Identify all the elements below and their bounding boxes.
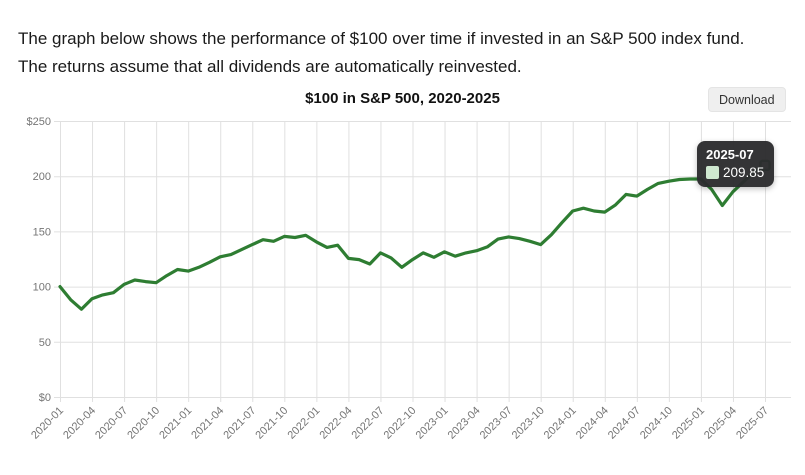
y-tick-label: 100 [33, 282, 51, 294]
x-tick-label: 2022-01 [285, 405, 322, 442]
x-tick-label: 2023-01 [414, 405, 451, 442]
x-tick-label: 2024-04 [574, 405, 611, 442]
x-tick-label: 2025-07 [734, 405, 771, 442]
x-tick-label: 2024-01 [542, 405, 579, 442]
y-tick-label: 200 [33, 171, 51, 183]
x-tick-label: 2023-07 [478, 405, 515, 442]
chart-tooltip: 2025-07 209.85 [697, 141, 775, 187]
x-tick-label: 2025-04 [702, 405, 739, 442]
x-tick-label: 2024-10 [638, 405, 675, 442]
x-tick-label: 2021-04 [189, 405, 226, 442]
gridlines [54, 121, 791, 402]
x-tick-label: 2022-10 [382, 405, 419, 442]
x-tick-label: 2020-04 [61, 405, 98, 442]
x-tick-label: 2023-10 [510, 405, 547, 442]
x-tick-label: 2025-01 [670, 405, 707, 442]
x-tick-label: 2020-07 [93, 405, 130, 442]
series-swatch-icon [706, 166, 719, 179]
y-tick-label: 50 [39, 337, 51, 349]
tooltip-value: 209.85 [723, 165, 765, 180]
x-axis-labels: 2020-012020-042020-072020-102021-012021-… [29, 405, 771, 442]
y-tick-label: $0 [39, 392, 51, 404]
chart-canvas[interactable]: $050100150200$2502020-012020-042020-0720… [0, 115, 805, 475]
y-tick-label: $250 [27, 116, 51, 128]
download-button[interactable]: Download [708, 87, 786, 112]
tooltip-value-row: 209.85 [706, 165, 764, 180]
y-axis-labels: $0 50 100 150 200 $250 [27, 116, 51, 404]
chart-title: $100 in S&P 500, 2020-2025 [305, 90, 500, 107]
tooltip-period-label: 2025-07 [706, 147, 754, 162]
x-tick-label: 2023-04 [446, 405, 483, 442]
x-tick-label: 2021-07 [221, 405, 258, 442]
x-tick-label: 2022-04 [317, 405, 354, 442]
x-tick-label: 2022-07 [350, 405, 387, 442]
intro-text: The graph below shows the performance of… [18, 29, 745, 76]
x-tick-label: 2020-01 [29, 405, 66, 442]
x-tick-label: 2021-01 [157, 405, 194, 442]
y-tick-label: 150 [33, 226, 51, 238]
series-line[interactable] [58, 163, 767, 311]
x-tick-label: 2021-10 [253, 405, 290, 442]
x-tick-label: 2024-07 [606, 405, 643, 442]
x-tick-label: 2020-10 [125, 405, 162, 442]
